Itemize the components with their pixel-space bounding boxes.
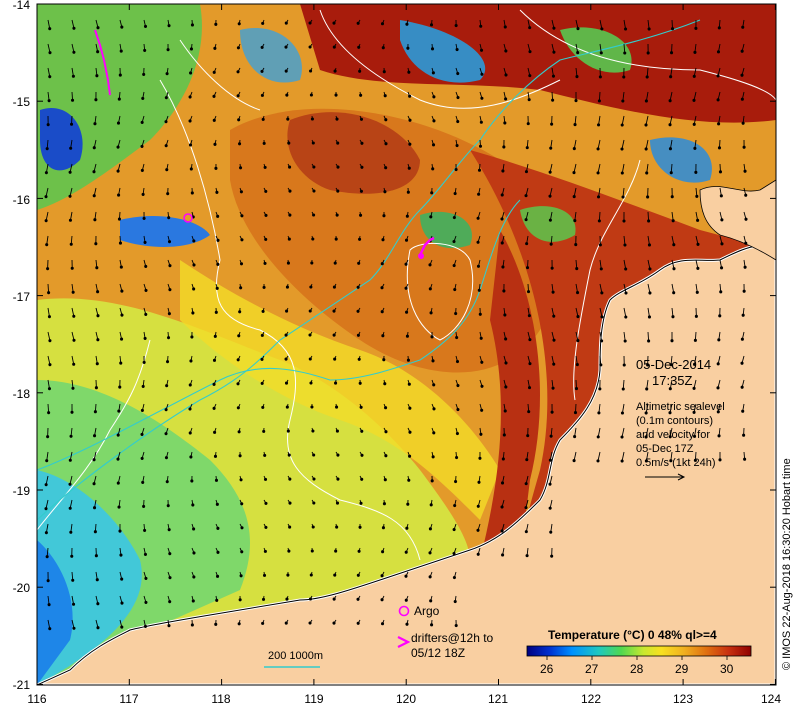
drifter-tracks	[94, 29, 435, 259]
date-label: 05-Dec-2014	[636, 357, 712, 372]
y-tick-label: -19	[12, 484, 30, 498]
sealevel-contours	[37, 9, 776, 561]
argo-legend-symbol	[398, 605, 410, 617]
velocity-arrows	[44, 19, 748, 631]
altimetry-line: (0.1m contours)	[636, 415, 714, 427]
x-tick-label: 119	[304, 692, 324, 706]
colorbar-tick-label: 29	[675, 662, 689, 676]
x-tick-label: 123	[672, 692, 694, 706]
colorbar-title: Temperature (°C) 0 48% ql>=4	[548, 628, 717, 642]
colorbar	[526, 645, 752, 657]
altimetry-line: Altimetric sealevel	[636, 401, 725, 413]
imos-credit: © IMOS 22-Aug-2018 16:30:20 Hobart time	[781, 458, 793, 670]
bathymetry-contours	[37, 19, 701, 521]
drifters-legend-line2: 05/12 18Z	[411, 646, 466, 660]
x-tick-label: 116	[27, 692, 47, 706]
altimetry-line: and velocity for	[636, 429, 710, 441]
colorbar-ticks	[546, 656, 728, 660]
altimetry-line: 05-Dec 17Z	[636, 443, 694, 455]
axis-ticks	[36, 3, 776, 685]
x-tick-label: 122	[580, 692, 602, 706]
drifter-legend-symbol	[397, 636, 411, 648]
argo-legend-label: Argo	[414, 604, 440, 618]
x-tick-label: 121	[487, 692, 509, 706]
y-tick-label: -18	[12, 387, 30, 401]
x-tick-label: 117	[119, 692, 139, 706]
colorbar-tick-label: 28	[630, 662, 644, 676]
altimetry-annotation: Altimetric sealevel (0.1m contours) and …	[636, 400, 725, 470]
land-mass	[37, 179, 776, 685]
y-tick-label: -15	[12, 95, 30, 109]
drifters-legend-line1: drifters@12h to	[411, 631, 494, 645]
colorbar-tick-label: 30	[720, 662, 734, 676]
argo-float-marker	[183, 213, 193, 223]
altimetry-line: 0.5m/s (1kt 24h)	[636, 457, 716, 469]
y-tick-label: -20	[12, 581, 30, 595]
colorbar-tick-label: 27	[585, 662, 599, 676]
y-tick-label: -17	[12, 290, 30, 304]
y-tick-label: -16	[12, 193, 30, 207]
colorbar-tick-label: 26	[540, 662, 554, 676]
x-tick-label: 120	[395, 692, 417, 706]
x-tick-label: 118	[211, 692, 231, 706]
y-tick-label: -21	[12, 678, 30, 692]
time-label: 17:35Z	[652, 373, 693, 388]
y-tick-label: -14	[12, 0, 30, 12]
x-tick-label: 124	[760, 692, 782, 706]
bathy-legend-label: 200 1000m	[268, 650, 324, 662]
